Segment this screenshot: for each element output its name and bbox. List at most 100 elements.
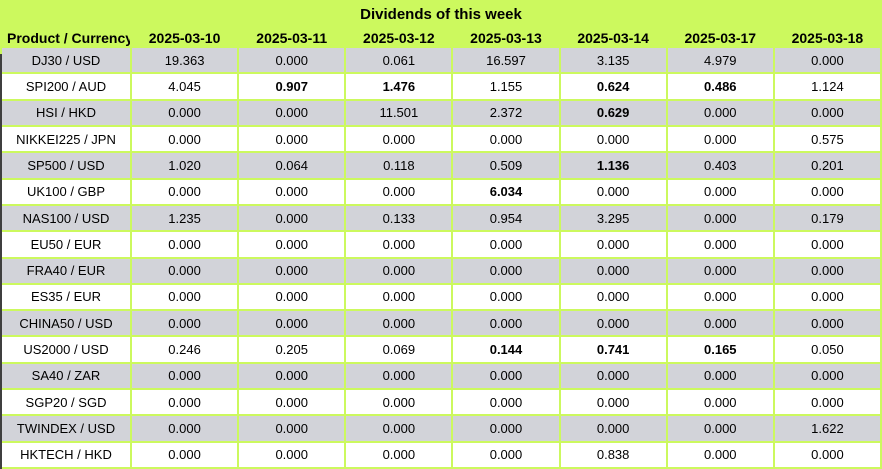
value-cell: 0.000 bbox=[132, 126, 238, 152]
product-cell: HKTECH / HKD bbox=[2, 442, 130, 467]
value-cell: 0.000 bbox=[346, 284, 452, 310]
value-cell: 0.000 bbox=[667, 100, 773, 125]
value-cell: 0.000 bbox=[667, 390, 773, 415]
table-row: FRA40 / EUR 0.000 0.000 0.000 0.000 0.000 0.00… bbox=[2, 258, 880, 283]
value-cell: 0.000 bbox=[667, 363, 773, 389]
value-cell: 0.000 bbox=[346, 179, 452, 204]
column-header-date: 2025-03-18 bbox=[791, 30, 864, 46]
value-cell: 0.000 bbox=[560, 311, 666, 336]
value-cell: 0.179 bbox=[774, 205, 880, 231]
value-cell: 0.954 bbox=[453, 205, 559, 231]
value-cell: 11.501 bbox=[346, 100, 452, 125]
value-cell: 0.000 bbox=[774, 232, 880, 257]
value-cell: 0.000 bbox=[560, 363, 666, 389]
value-cell: 0.000 bbox=[239, 100, 345, 125]
value-cell: 0.000 bbox=[560, 416, 666, 441]
product-cell: SGP20 / SGD bbox=[2, 390, 130, 415]
value-cell: 2.372 bbox=[453, 100, 559, 125]
value-cell: 0.061 bbox=[346, 48, 452, 73]
value-cell: 0.000 bbox=[667, 205, 773, 231]
column-header-date: 2025-03-11 bbox=[256, 30, 328, 46]
value-cell: 0.000 bbox=[132, 416, 238, 441]
value-cell: 0.000 bbox=[239, 205, 345, 231]
value-cell: 0.000 bbox=[239, 390, 345, 415]
value-cell: 0.000 bbox=[774, 311, 880, 336]
left-edge-border bbox=[0, 54, 2, 469]
table-row: TWINDEX / USD 0.000 0.000 0.000 0.000 0.000 0.… bbox=[2, 416, 880, 441]
value-cell: 0.000 bbox=[667, 416, 773, 441]
product-cell: UK100 / GBP bbox=[2, 179, 130, 204]
value-cell: 0.000 bbox=[560, 390, 666, 415]
value-cell: 0.000 bbox=[774, 363, 880, 389]
product-cell: HSI / HKD bbox=[2, 100, 130, 125]
value-cell: 4.979 bbox=[667, 48, 773, 73]
column-header-date: 2025-03-12 bbox=[363, 30, 435, 46]
dividends-table: Product / Currency 2025-03-10 2025-03-11 20… bbox=[0, 28, 882, 469]
product-cell: EU50 / EUR bbox=[2, 232, 130, 257]
value-cell: 0.000 bbox=[239, 232, 345, 257]
value-cell: 0.000 bbox=[667, 284, 773, 310]
table-row: UK100 / GBP 0.000 0.000 0.000 6.034 0.000 0.00… bbox=[2, 179, 880, 204]
table-row: CHINA50 / USD 0.000 0.000 0.000 0.000 0.000 0.… bbox=[2, 311, 880, 336]
product-cell: CHINA50 / USD bbox=[2, 311, 130, 336]
table-row: SGP20 / SGD 0.000 0.000 0.000 0.000 0.000 0.00… bbox=[2, 390, 880, 415]
column-header-date: 2025-03-14 bbox=[577, 30, 649, 46]
table-row: HKTECH / HKD 0.000 0.000 0.000 0.000 0.838 0.0… bbox=[2, 442, 880, 467]
value-cell: 1.020 bbox=[132, 153, 238, 178]
value-cell: 0.000 bbox=[453, 126, 559, 152]
value-cell: 0.741 bbox=[560, 337, 666, 362]
value-cell: 0.000 bbox=[346, 258, 452, 283]
value-cell: 0.000 bbox=[667, 311, 773, 336]
value-cell: 1.476 bbox=[346, 74, 452, 99]
value-cell: 0.000 bbox=[453, 442, 559, 467]
value-cell: 0.000 bbox=[774, 284, 880, 310]
value-cell: 0.000 bbox=[132, 179, 238, 204]
value-cell: 0.000 bbox=[667, 179, 773, 204]
product-cell: SP500 / USD bbox=[2, 153, 130, 178]
column-header-date: 2025-03-10 bbox=[148, 30, 221, 46]
value-cell: 0.000 bbox=[453, 258, 559, 283]
value-cell: 0.133 bbox=[346, 205, 452, 231]
value-cell: 0.000 bbox=[239, 258, 345, 283]
value-cell: 0.000 bbox=[453, 363, 559, 389]
value-cell: 0.000 bbox=[132, 100, 238, 125]
value-cell: 0.000 bbox=[453, 390, 559, 415]
value-cell: 0.000 bbox=[132, 311, 238, 336]
product-cell: US2000 / USD bbox=[2, 337, 130, 362]
value-cell: 0.000 bbox=[774, 179, 880, 204]
value-cell: 0.000 bbox=[239, 363, 345, 389]
value-cell: 16.597 bbox=[453, 48, 559, 73]
value-cell: 0.000 bbox=[346, 363, 452, 389]
value-cell: 0.575 bbox=[774, 126, 880, 152]
value-cell: 0.000 bbox=[453, 416, 559, 441]
value-cell: 0.000 bbox=[774, 100, 880, 125]
product-column-header: Product / Currency bbox=[7, 30, 130, 46]
value-cell: 0.624 bbox=[560, 74, 666, 99]
value-cell: 0.486 bbox=[667, 74, 773, 99]
value-cell: 0.000 bbox=[239, 179, 345, 204]
value-cell: 0.000 bbox=[132, 258, 238, 283]
value-cell: 0.000 bbox=[132, 232, 238, 257]
product-cell: ES35 / EUR bbox=[2, 284, 130, 310]
value-cell: 1.124 bbox=[774, 74, 880, 99]
value-cell: 3.295 bbox=[560, 205, 666, 231]
value-cell: 0.050 bbox=[774, 337, 880, 362]
value-cell: 0.246 bbox=[132, 337, 238, 362]
value-cell: 0.069 bbox=[346, 337, 452, 362]
product-cell: NIKKEI225 / JPN bbox=[2, 126, 130, 152]
column-header-date: 2025-03-13 bbox=[470, 30, 542, 46]
value-cell: 0.629 bbox=[560, 100, 666, 125]
value-cell: 0.000 bbox=[346, 232, 452, 257]
value-cell: 0.000 bbox=[239, 126, 345, 152]
value-cell: 0.000 bbox=[346, 390, 452, 415]
value-cell: 0.000 bbox=[774, 48, 880, 73]
value-cell: 0.509 bbox=[453, 153, 559, 178]
table-row: HSI / HKD 0.000 0.000 11.501 2.372 0.629 0.000… bbox=[2, 100, 880, 125]
product-cell: FRA40 / EUR bbox=[2, 258, 130, 283]
value-cell: 0.000 bbox=[132, 442, 238, 467]
value-cell: 0.000 bbox=[560, 126, 666, 152]
value-cell: 0.000 bbox=[346, 416, 452, 441]
value-cell: 0.000 bbox=[560, 179, 666, 204]
page-title: Dividends of this week bbox=[360, 5, 522, 23]
